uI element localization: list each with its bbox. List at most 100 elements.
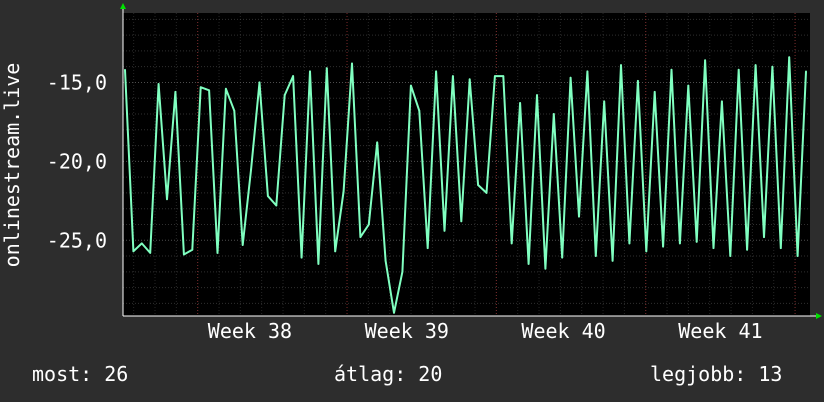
- data-point: [426, 247, 429, 250]
- data-point: [401, 270, 404, 273]
- data-point: [166, 198, 168, 201]
- data-point: [393, 311, 395, 314]
- data-point: [796, 255, 799, 257]
- data-point: [199, 86, 202, 89]
- data-point: [519, 102, 521, 104]
- data-point: [275, 204, 278, 207]
- y-axis-label: onlinestream.live: [0, 63, 24, 268]
- data-points: [124, 56, 807, 314]
- data-point: [384, 259, 387, 262]
- data-point: [443, 229, 446, 232]
- data-point: [721, 100, 723, 103]
- data-point: [754, 64, 757, 66]
- data-point: [695, 240, 698, 243]
- y-tick-label: -15,0: [47, 70, 107, 94]
- data-point: [376, 141, 379, 144]
- data-point: [418, 109, 421, 112]
- data-point: [628, 242, 631, 245]
- y-axis-arrow: [120, 3, 126, 9]
- data-point: [292, 75, 294, 77]
- y-tick-label: -25,0: [47, 228, 107, 252]
- data-point: [342, 190, 345, 193]
- data-point: [586, 70, 589, 73]
- grid: [123, 13, 810, 316]
- series-line: [124, 56, 807, 314]
- data-point: [174, 91, 177, 93]
- stat-best: legjobb: 13: [650, 362, 783, 386]
- data-point: [704, 59, 706, 62]
- data-point: [359, 236, 362, 239]
- data-point: [468, 78, 471, 81]
- data-point: [536, 94, 538, 96]
- data-point: [611, 259, 614, 262]
- data-point: [679, 242, 681, 245]
- data-point: [233, 109, 236, 112]
- data-point: [637, 80, 639, 82]
- data-point: [208, 89, 211, 92]
- data-point: [241, 244, 244, 246]
- y-tick-label: -20,0: [47, 149, 107, 173]
- x-tick-label: Week 38: [208, 319, 292, 343]
- data-point: [325, 67, 328, 70]
- data-point: [578, 215, 580, 218]
- data-point: [452, 75, 454, 77]
- data-point: [149, 252, 152, 254]
- data-point: [410, 84, 412, 87]
- data-point: [510, 242, 513, 245]
- data-point: [258, 81, 261, 84]
- data-point: [267, 195, 269, 198]
- data-point: [300, 256, 303, 259]
- data-point: [594, 255, 597, 257]
- x-tick-label: Week 40: [521, 319, 605, 343]
- data-point: [191, 248, 194, 251]
- x-tick-label: Week 41: [678, 319, 762, 343]
- data-point: [746, 248, 748, 251]
- data-point: [309, 70, 311, 73]
- data-point: [653, 91, 656, 93]
- x-tick-labels: Week 38 Week 39 Week 40 Week 41: [208, 319, 763, 343]
- data-point: [603, 100, 606, 103]
- data-point: [216, 252, 219, 254]
- data-point: [283, 94, 286, 96]
- data-point: [561, 256, 564, 259]
- data-point: [351, 62, 353, 65]
- data-point: [544, 267, 547, 270]
- data-point: [670, 68, 673, 71]
- data-point: [662, 245, 664, 248]
- data-point: [763, 236, 765, 239]
- x-tick-label: Week 39: [365, 319, 449, 343]
- x-axis-arrow: [816, 313, 822, 319]
- data-point: [183, 253, 185, 256]
- data-point: [527, 263, 530, 265]
- data-point: [620, 64, 622, 66]
- axes: [120, 3, 822, 319]
- data-point: [771, 65, 774, 68]
- data-point: [334, 250, 337, 253]
- stat-current: most: 26: [32, 362, 129, 386]
- data-point: [132, 250, 135, 253]
- data-point: [494, 75, 496, 77]
- data-point: [729, 255, 732, 257]
- data-point: [788, 56, 791, 59]
- data-point: [477, 184, 479, 186]
- data-point: [569, 76, 572, 79]
- data-point: [737, 68, 740, 71]
- data-point: [225, 87, 227, 90]
- data-point: [687, 84, 690, 87]
- plot-area: [123, 13, 810, 316]
- data-point: [779, 247, 782, 250]
- stat-average: átlag: 20: [334, 362, 443, 386]
- data-point: [317, 263, 320, 265]
- data-point: [124, 68, 126, 71]
- data-point: [712, 247, 715, 250]
- data-point: [805, 70, 807, 73]
- data-point: [435, 70, 437, 73]
- data-point: [140, 242, 143, 245]
- data-point: [552, 113, 555, 115]
- data-point: [502, 75, 505, 77]
- data-point: [460, 220, 463, 223]
- y-tick-labels: -15,0 -20,0 -25,0: [47, 70, 107, 252]
- data-point: [250, 168, 253, 171]
- data-point: [157, 83, 160, 85]
